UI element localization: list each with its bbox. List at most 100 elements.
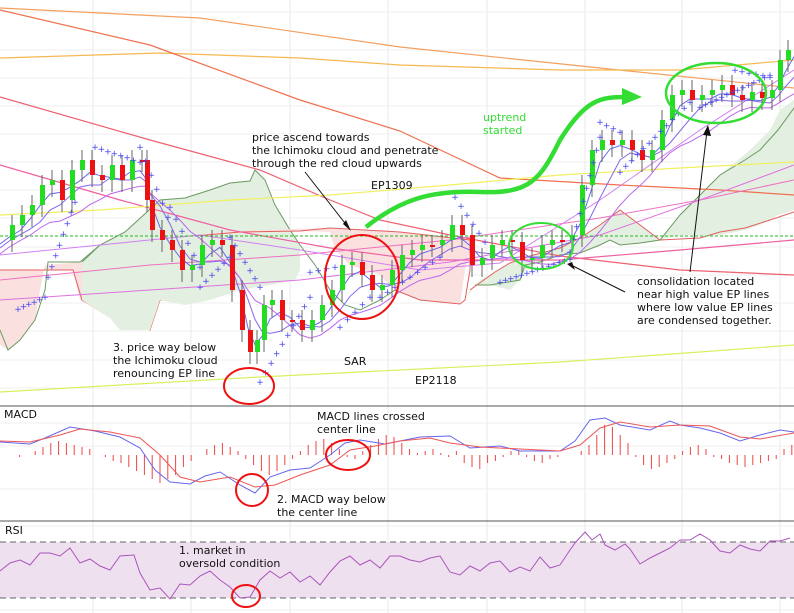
svg-text:+: + [622, 162, 630, 172]
svg-text:+: + [366, 293, 374, 303]
svg-text:+: + [166, 203, 174, 213]
svg-text:+: + [457, 202, 465, 212]
macd-panel-title: MACD [4, 408, 37, 421]
svg-text:+: + [481, 238, 489, 248]
svg-text:+: + [251, 275, 259, 285]
ep-lines [0, 7, 794, 393]
svg-text:+: + [190, 251, 198, 261]
svg-text:+: + [657, 127, 665, 137]
candlesticks [10, 40, 791, 364]
ichimoku-cloud [0, 100, 794, 351]
svg-text:+: + [507, 274, 515, 284]
svg-text:+: + [761, 73, 769, 83]
svg-text:+: + [640, 145, 648, 155]
annotation-consolidation: consolidation located near high value EP… [637, 275, 773, 327]
svg-text:+: + [336, 323, 344, 333]
svg-text:+: + [399, 278, 407, 288]
svg-text:+: + [583, 184, 591, 194]
svg-text:+: + [529, 267, 537, 277]
svg-text:+: + [256, 283, 264, 293]
svg-text:+: + [502, 276, 510, 286]
svg-text:+: + [593, 146, 601, 156]
svg-text:+: + [738, 67, 746, 77]
svg-text:+: + [196, 283, 204, 293]
annotation-ep2118: EP2118 [415, 374, 457, 387]
svg-text:+: + [463, 211, 471, 221]
svg-text:+: + [414, 268, 422, 278]
svg-text:+: + [351, 308, 359, 318]
svg-text:+: + [71, 198, 79, 208]
svg-text:+: + [164, 213, 172, 223]
svg-text:+: + [580, 197, 588, 207]
svg-text:+: + [41, 293, 49, 303]
svg-text:+: + [226, 233, 234, 243]
annotation-ep1309: EP1309 [371, 179, 413, 192]
svg-text:+: + [123, 154, 131, 164]
svg-text:+: + [56, 241, 64, 251]
svg-text:+: + [570, 235, 578, 245]
svg-text:+: + [284, 331, 292, 341]
svg-text:+: + [184, 239, 192, 249]
svg-text:+: + [512, 273, 520, 283]
svg-text:+: + [273, 350, 281, 360]
svg-text:+: + [702, 101, 710, 111]
svg-text:+: + [712, 96, 720, 106]
annotation-uptrend-started: uptrend started [483, 111, 527, 137]
svg-text:+: + [645, 139, 653, 149]
svg-text:+: + [246, 266, 254, 276]
svg-text:+: + [603, 121, 611, 131]
svg-text:+: + [555, 259, 563, 269]
svg-text:+: + [534, 266, 542, 276]
svg-text:+: + [178, 227, 186, 237]
svg-text:+: + [67, 209, 75, 219]
svg-text:+: + [290, 321, 298, 331]
svg-text:+: + [52, 252, 60, 262]
svg-text:+: + [616, 128, 624, 138]
svg-text:+: + [451, 193, 459, 203]
svg-text:+: + [766, 73, 774, 83]
svg-text:+: + [220, 259, 228, 269]
svg-text:+: + [696, 103, 704, 113]
svg-text:+: + [91, 143, 99, 153]
svg-text:+: + [675, 110, 683, 120]
svg-text:+: + [750, 78, 758, 88]
svg-text:+: + [745, 81, 753, 91]
svg-text:+: + [429, 258, 437, 268]
svg-text:+: + [496, 278, 504, 288]
svg-text:+: + [680, 104, 688, 114]
sar-dots: ++++++++++++++++++++++++++++++++++++++++… [14, 66, 774, 388]
svg-text:+: + [241, 258, 249, 268]
svg-text:+: + [359, 301, 367, 311]
svg-text:+: + [436, 253, 444, 263]
svg-text:+: + [136, 143, 144, 153]
svg-text:+: + [331, 263, 339, 273]
svg-text:+: + [616, 168, 624, 178]
svg-text:+: + [202, 277, 210, 287]
svg-text:+: + [172, 215, 180, 225]
annotation-oversold: 1. market in oversold condition [179, 544, 281, 570]
svg-text:+: + [153, 185, 161, 195]
svg-text:+: + [136, 158, 144, 168]
svg-text:+: + [766, 71, 774, 81]
svg-text:+: + [391, 283, 399, 293]
svg-text:+: + [634, 151, 642, 161]
svg-text:+: + [60, 230, 68, 240]
svg-text:+: + [628, 156, 636, 166]
svg-text:+: + [64, 219, 72, 229]
svg-text:+: + [610, 125, 618, 135]
svg-text:+: + [117, 152, 125, 162]
annotation-shapes [223, 61, 768, 608]
svg-text:+: + [421, 263, 429, 273]
svg-text:+: + [20, 303, 28, 313]
svg-text:+: + [147, 171, 155, 181]
svg-text:+: + [278, 340, 286, 350]
annotation-macd-below: 2. MACD way below the center line [277, 493, 386, 519]
svg-text:+: + [14, 305, 22, 315]
svg-text:+: + [651, 133, 659, 143]
svg-text:+: + [159, 199, 167, 209]
svg-text:+: + [226, 253, 234, 263]
svg-text:+: + [734, 86, 742, 96]
svg-text:+: + [707, 98, 715, 108]
svg-text:+: + [576, 210, 584, 220]
